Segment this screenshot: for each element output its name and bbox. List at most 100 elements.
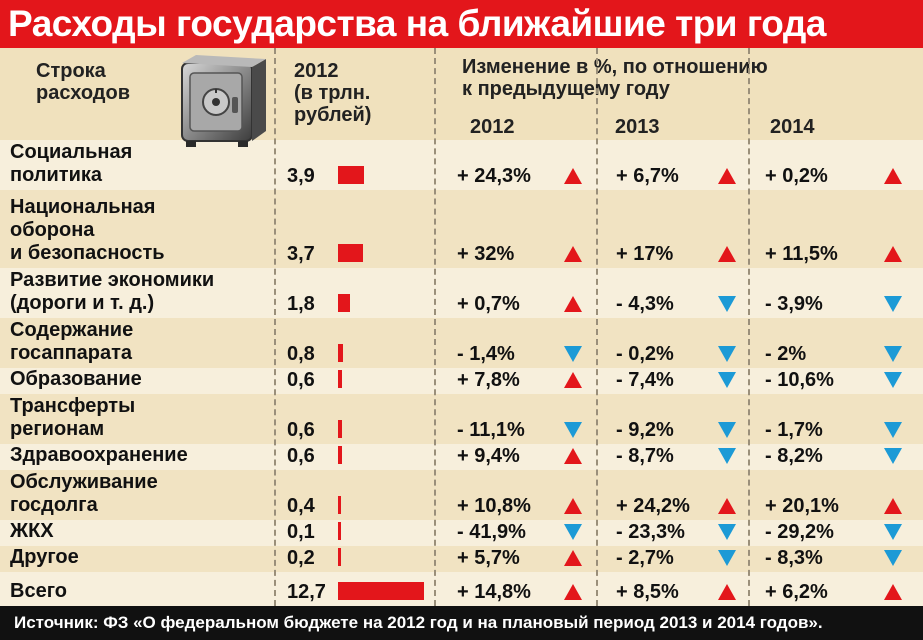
change-2014: - 2%	[765, 343, 807, 365]
change-2012: + 0,7%	[457, 293, 520, 315]
triangle-up-icon	[718, 584, 736, 600]
change-2012: - 41,9%	[457, 521, 526, 543]
change-2014: - 1,7%	[765, 419, 823, 441]
triangle-up-icon	[564, 246, 582, 262]
change-2014: - 8,3%	[765, 547, 823, 569]
row-label: ЖКХ	[10, 520, 54, 542]
change-2012: + 5,7%	[457, 547, 520, 569]
change-2014: - 8,2%	[765, 445, 823, 467]
triangle-up-icon	[564, 584, 582, 600]
column-divider	[748, 48, 750, 606]
table-row: Другое 0,2 + 5,7% - 2,7% - 8,3%	[0, 546, 923, 572]
change-2012: - 11,1%	[457, 419, 525, 441]
value-bar	[338, 548, 341, 566]
change-2013: - 23,3%	[616, 521, 685, 543]
row-label: Национальная оборона и безопасность	[10, 196, 165, 264]
change-2014: - 10,6%	[765, 369, 834, 391]
change-2013: - 4,3%	[616, 293, 674, 315]
value-bar	[338, 446, 343, 464]
table-row: Здравоохранение 0,6 + 9,4% - 8,7% - 8,2%	[0, 444, 923, 470]
change-2013: + 8,5%	[616, 581, 679, 603]
triangle-down-icon	[884, 422, 902, 438]
column-header-year-2013: 2013	[615, 116, 660, 138]
change-2013: + 6,7%	[616, 165, 679, 187]
change-2014: + 0,2%	[765, 165, 828, 187]
change-2013: + 24,2%	[616, 495, 690, 517]
row-label: Развитие экономики (дороги и т. д.)	[10, 269, 215, 314]
triangle-down-icon	[718, 422, 736, 438]
triangle-down-icon	[718, 550, 736, 566]
column-header-item: Строка расходов	[36, 60, 130, 104]
change-2014: + 6,2%	[765, 581, 828, 603]
row-label: Социальная политика	[10, 141, 133, 186]
triangle-down-icon	[718, 524, 736, 540]
row-label: Здравоохранение	[10, 444, 188, 466]
row-value: 3,7	[287, 243, 315, 265]
triangle-up-icon	[884, 168, 902, 184]
row-value: 0,4	[287, 495, 315, 517]
row-value: 0,6	[287, 419, 315, 441]
table-row: Социальная политика 3,9 + 24,3% + 6,7% + 0,2…	[0, 140, 923, 190]
source-note: Источник: ФЗ «О федеральном бюджете на 2…	[14, 613, 823, 632]
column-divider	[434, 48, 436, 606]
row-value: 0,1	[287, 521, 315, 543]
table-row: Содержание госаппарата 0,8 - 1,4% - 0,2% - 2…	[0, 318, 923, 368]
change-2014: - 29,2%	[765, 521, 834, 543]
change-2012: + 32%	[457, 243, 515, 265]
change-2012: + 10,8%	[457, 495, 531, 517]
change-2014: - 3,9%	[765, 293, 823, 315]
triangle-up-icon	[564, 448, 582, 464]
change-2013: - 2,7%	[616, 547, 674, 569]
change-2013: - 0,2%	[616, 343, 674, 365]
value-bar	[338, 244, 364, 262]
page-title: Расходы государства на ближайшие три год…	[8, 3, 826, 44]
source-bar: Источник: ФЗ «О федеральном бюджете на 2…	[0, 606, 923, 640]
value-bar	[338, 496, 341, 514]
table-row: ЖКХ 0,1 - 41,9% - 23,3% - 29,2%	[0, 520, 923, 546]
title-bar: Расходы государства на ближайшие три год…	[0, 0, 923, 48]
column-divider	[274, 48, 276, 606]
change-2013: - 7,4%	[616, 369, 674, 391]
table-body: Социальная политика 3,9 + 24,3% + 6,7% + 0,2…	[0, 140, 923, 606]
row-value: 12,7	[287, 581, 326, 603]
change-2014: + 11,5%	[765, 243, 838, 265]
triangle-down-icon	[884, 372, 902, 388]
change-2012: - 1,4%	[457, 343, 515, 365]
triangle-up-icon	[564, 296, 582, 312]
row-value: 0,6	[287, 369, 315, 391]
change-2012: + 24,3%	[457, 165, 531, 187]
triangle-down-icon	[884, 524, 902, 540]
row-label: Другое	[10, 546, 79, 568]
triangle-up-icon	[718, 498, 736, 514]
value-bar	[338, 582, 424, 600]
change-2013: + 17%	[616, 243, 674, 265]
value-bar	[338, 294, 351, 312]
table-row: Образование 0,6 + 7,8% - 7,4% - 10,6%	[0, 368, 923, 394]
value-bar	[338, 370, 343, 388]
triangle-down-icon	[718, 448, 736, 464]
triangle-down-icon	[564, 524, 582, 540]
change-2013: - 9,2%	[616, 419, 674, 441]
triangle-up-icon	[884, 246, 902, 262]
row-value: 1,8	[287, 293, 315, 315]
change-2013: - 8,7%	[616, 445, 674, 467]
row-value: 0,6	[287, 445, 315, 467]
row-value: 0,2	[287, 547, 315, 569]
row-value: 0,8	[287, 343, 315, 365]
value-bar	[338, 522, 341, 540]
triangle-down-icon	[884, 550, 902, 566]
value-bar	[338, 344, 344, 362]
table-row: Трансферты регионам 0,6 - 11,1% - 9,2% - 1,7…	[0, 394, 923, 444]
column-header-year-2012: 2012	[470, 116, 515, 138]
column-header-value: 2012 (в трлн. рублей)	[294, 60, 372, 126]
table-row: Национальная оборона и безопасность 3,7 + …	[0, 190, 923, 268]
triangle-up-icon	[564, 498, 582, 514]
table-row: Обслуживание госдолга 0,4 + 10,8% + 24,2% + …	[0, 470, 923, 520]
row-value: 3,9	[287, 165, 315, 187]
triangle-down-icon	[884, 346, 902, 362]
value-bar	[338, 166, 365, 184]
change-2014: + 20,1%	[765, 495, 839, 517]
triangle-up-icon	[564, 372, 582, 388]
triangle-up-icon	[564, 550, 582, 566]
change-2012: + 9,4%	[457, 445, 520, 467]
